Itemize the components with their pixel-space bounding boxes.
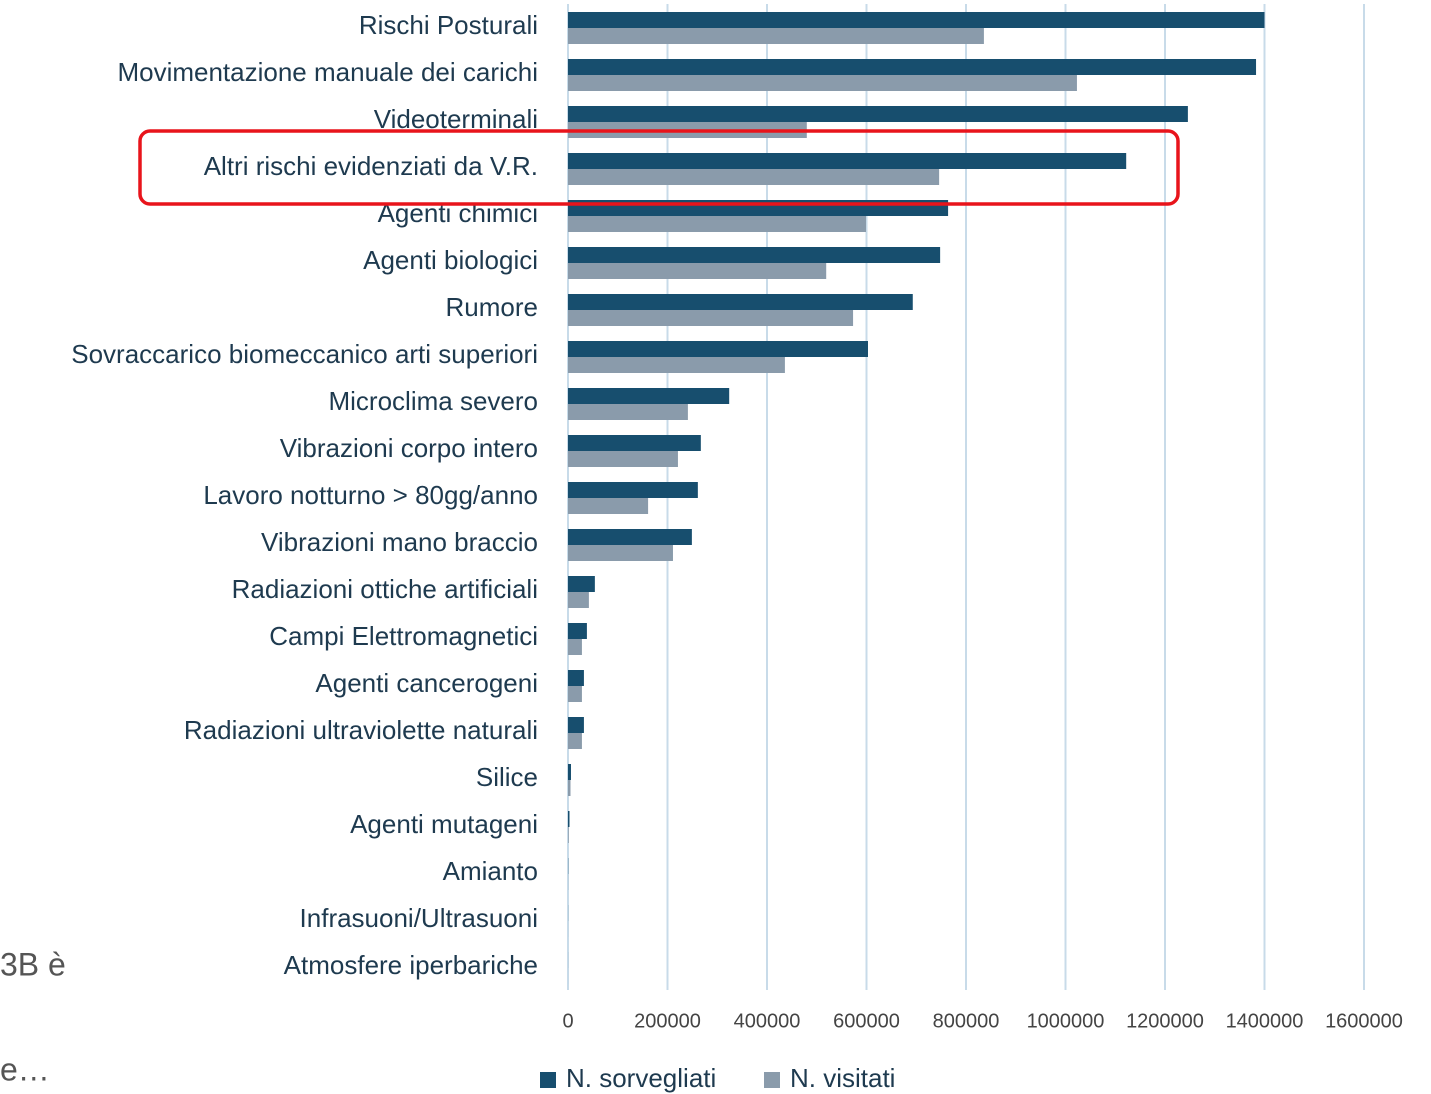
bar	[568, 341, 868, 357]
y-tick-label: Videoterminali	[374, 104, 538, 134]
y-tick-label: Infrasuoni/Ultrasuoni	[300, 903, 538, 933]
y-tick-label: Atmosfere iperbariche	[284, 950, 538, 980]
bar	[568, 482, 698, 498]
y-tick-label: Agenti biologici	[363, 245, 538, 275]
bar	[568, 686, 582, 702]
bar	[568, 263, 827, 279]
bar	[568, 529, 692, 545]
bar	[568, 623, 587, 639]
bar	[568, 388, 730, 404]
bar	[568, 498, 649, 514]
bar	[568, 545, 673, 561]
bar	[568, 59, 1257, 75]
bar	[568, 592, 589, 608]
legend-swatch	[540, 1072, 556, 1088]
bar	[568, 310, 854, 326]
x-tick-label: 1200000	[1126, 1010, 1204, 1032]
x-tick-label: 1000000	[1027, 1010, 1105, 1032]
bar	[568, 28, 984, 44]
y-tick-label: Radiazioni ottiche artificiali	[232, 574, 538, 604]
bar	[568, 106, 1188, 122]
highlight-box	[138, 129, 1180, 206]
y-tick-label: Amianto	[443, 856, 538, 886]
legend-label: N. visitati	[790, 1063, 895, 1093]
bar	[568, 733, 582, 749]
bar	[568, 435, 701, 451]
x-tick-label: 800000	[933, 1010, 1000, 1032]
bar	[568, 153, 1127, 169]
bar	[568, 670, 584, 686]
bar	[568, 827, 569, 843]
bar	[568, 717, 584, 733]
y-tick-label: Campi Elettromagnetici	[269, 621, 538, 651]
y-tick-label: Agenti cancerogeni	[315, 668, 538, 698]
bar	[568, 811, 570, 827]
legend-swatch	[764, 1072, 780, 1088]
y-tick-label: Lavoro notturno > 80gg/anno	[203, 480, 538, 510]
bar	[568, 780, 571, 796]
x-tick-label: 200000	[634, 1010, 701, 1032]
bar	[568, 247, 941, 263]
side-text: 3B è	[0, 946, 66, 982]
bar	[568, 451, 678, 467]
y-tick-label: Movimentazione manuale dei carichi	[117, 57, 538, 87]
x-tick-label: 400000	[734, 1010, 801, 1032]
x-tick-label: 600000	[833, 1010, 900, 1032]
y-tick-label: Vibrazioni corpo intero	[280, 433, 538, 463]
y-tick-label: Sovraccarico biomeccanico arti superiori	[71, 339, 538, 369]
bar	[568, 169, 940, 185]
x-tick-label: 1600000	[1325, 1010, 1403, 1032]
bar	[568, 294, 913, 310]
bar	[568, 216, 867, 232]
bar	[568, 404, 688, 420]
y-tick-label: Rumore	[446, 292, 538, 322]
y-tick-label: Radiazioni ultraviolette naturali	[184, 715, 538, 745]
y-tick-label: Silice	[476, 762, 538, 792]
bar	[568, 639, 582, 655]
y-tick-label: Agenti mutageni	[350, 809, 538, 839]
x-tick-label: 1400000	[1226, 1010, 1304, 1032]
y-tick-label: Vibrazioni mano braccio	[261, 527, 538, 557]
x-tick-label: 0	[562, 1010, 573, 1032]
y-tick-label: Rischi Posturali	[359, 10, 538, 40]
y-tick-label: Altri rischi evidenziati da V.R.	[204, 151, 538, 181]
bar	[568, 357, 785, 373]
bar	[568, 764, 571, 780]
legend-label: N. sorvegliati	[566, 1063, 716, 1093]
y-tick-label: Microclima severo	[329, 386, 539, 416]
bar	[568, 75, 1077, 91]
bar	[568, 12, 1265, 28]
side-text: e…	[0, 1051, 50, 1087]
bar	[568, 576, 595, 592]
